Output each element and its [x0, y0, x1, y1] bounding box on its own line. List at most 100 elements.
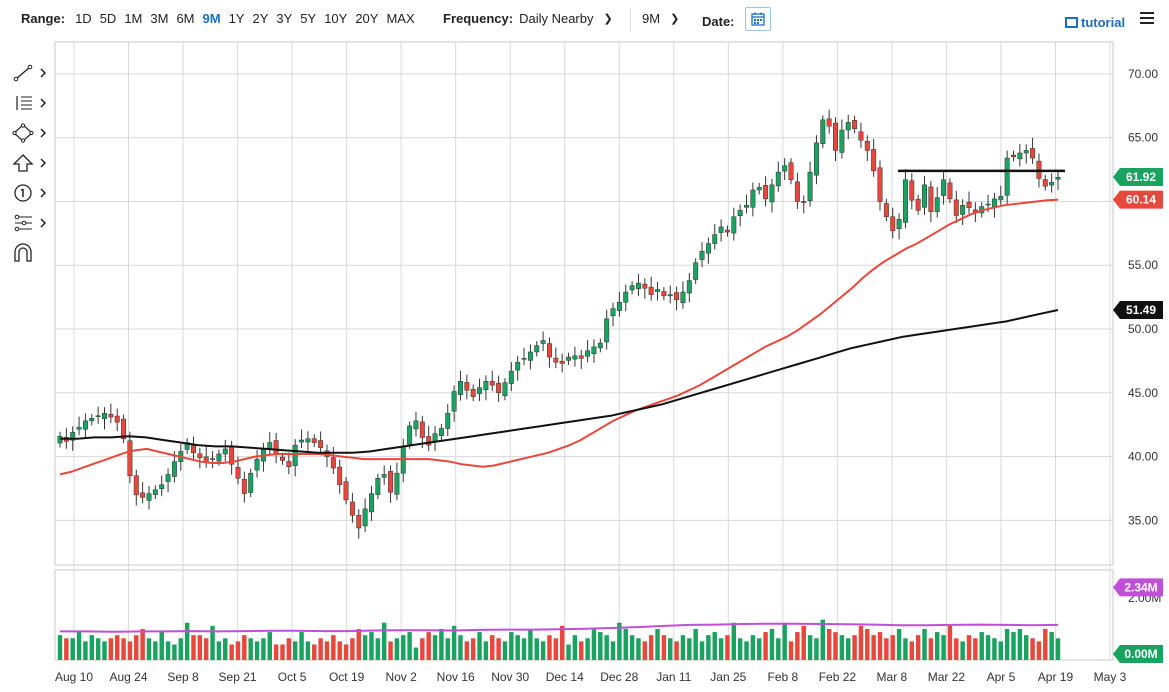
candle	[712, 224, 718, 250]
pattern-tool[interactable]	[12, 208, 52, 238]
polygon-icon	[12, 123, 47, 143]
volume-bar	[820, 619, 826, 660]
candle-body	[782, 165, 788, 172]
volume-bar	[146, 638, 152, 660]
candle-body	[152, 489, 158, 495]
chevron-down-icon: ❯	[670, 13, 680, 25]
candle	[1011, 150, 1016, 162]
candle-body	[394, 472, 400, 495]
candle	[883, 199, 889, 222]
shape-tool[interactable]	[12, 118, 52, 148]
candle-body	[553, 357, 559, 363]
candle-body	[928, 186, 934, 212]
price-tick-label: 45.00	[1128, 386, 1158, 400]
candle	[642, 278, 648, 299]
range-button-6m[interactable]: 6M	[176, 11, 195, 26]
range-button-5y[interactable]: 5Y	[300, 11, 317, 26]
range-button-5d[interactable]: 5D	[99, 11, 117, 26]
volume-bar	[197, 635, 203, 660]
candle	[108, 403, 114, 424]
candle-body	[953, 199, 959, 216]
candle	[114, 408, 120, 432]
candle	[1023, 144, 1029, 164]
candle	[648, 276, 654, 301]
annotation-tool[interactable]	[12, 178, 52, 208]
range-button-9m[interactable]: 9M	[202, 11, 221, 26]
candle	[616, 291, 622, 317]
range-button-max[interactable]: MAX	[386, 11, 415, 26]
volume-bar	[858, 625, 864, 660]
candle	[457, 370, 463, 401]
candle	[635, 274, 641, 297]
hamburger-menu-icon[interactable]	[1140, 12, 1154, 27]
range-button-2y[interactable]: 2Y	[252, 11, 269, 26]
pitchfork-icon	[14, 214, 47, 232]
candle	[388, 465, 394, 503]
volume-bar	[947, 625, 953, 660]
range-button-10y[interactable]: 10Y	[324, 11, 348, 26]
volume-bar	[134, 635, 139, 660]
candle	[286, 452, 292, 475]
frequency-dropdown[interactable]: Daily Nearby ❯	[519, 11, 613, 26]
candle-body	[794, 181, 800, 202]
candle-body	[737, 210, 743, 216]
arrow-tool[interactable]	[12, 148, 52, 178]
volume-bar	[203, 638, 209, 660]
range-button-3y[interactable]: 3Y	[276, 11, 293, 26]
candle-body	[381, 474, 387, 478]
candle	[756, 182, 762, 195]
volume-bar	[922, 628, 927, 660]
range-button-1d[interactable]: 1D	[75, 11, 92, 26]
fib-tool[interactable]	[12, 88, 52, 118]
range-button-20y[interactable]: 20Y	[355, 11, 379, 26]
candle-body	[826, 118, 832, 127]
candle	[775, 161, 781, 192]
magnet-tool[interactable]	[12, 238, 52, 268]
candle	[661, 287, 667, 301]
candle-body	[572, 355, 578, 360]
range-button-3m[interactable]: 3M	[150, 11, 169, 26]
candle	[133, 469, 139, 506]
candle-body	[241, 479, 247, 494]
candle-body	[852, 120, 858, 129]
volume-bar	[439, 628, 444, 660]
volume-bar	[909, 641, 915, 660]
candle	[337, 459, 343, 494]
volume-bar	[807, 635, 813, 660]
candle-body	[1042, 179, 1048, 187]
range-buttons: 1D 5D 1M 3M 6M 9M 1Y 2Y 3Y 5Y 10Y 20Y MAX	[71, 11, 419, 26]
candle-body	[750, 189, 756, 208]
candle	[540, 331, 546, 352]
volume-bar	[833, 632, 838, 660]
candle-body	[674, 292, 680, 300]
candle	[381, 465, 387, 485]
line-tool[interactable]	[12, 58, 52, 88]
duration-dropdown[interactable]: 9M ❯	[642, 11, 679, 26]
candle	[318, 431, 324, 456]
volume-bar	[903, 638, 908, 660]
tutorial-link[interactable]: tutorial	[1065, 15, 1125, 30]
candle-body	[998, 196, 1004, 201]
volume-bar	[178, 638, 184, 660]
candle	[356, 509, 362, 539]
volume-bar	[375, 638, 381, 660]
candle-body	[941, 179, 947, 196]
candle-body	[305, 438, 311, 443]
candle	[241, 471, 247, 503]
calendar-button[interactable]	[744, 7, 771, 31]
candle-body	[718, 226, 724, 233]
candle	[470, 384, 476, 402]
candle	[852, 115, 858, 134]
range-button-1m[interactable]: 1M	[124, 11, 143, 26]
candle-body	[559, 360, 565, 364]
candle	[858, 122, 864, 148]
candle-body	[680, 291, 686, 303]
candle-body	[1017, 152, 1023, 160]
candle-body	[457, 381, 463, 395]
range-button-1y[interactable]: 1Y	[228, 11, 245, 26]
candle-body	[623, 291, 629, 303]
candle	[922, 175, 927, 215]
candle	[591, 339, 597, 363]
volume-bar	[64, 638, 69, 660]
